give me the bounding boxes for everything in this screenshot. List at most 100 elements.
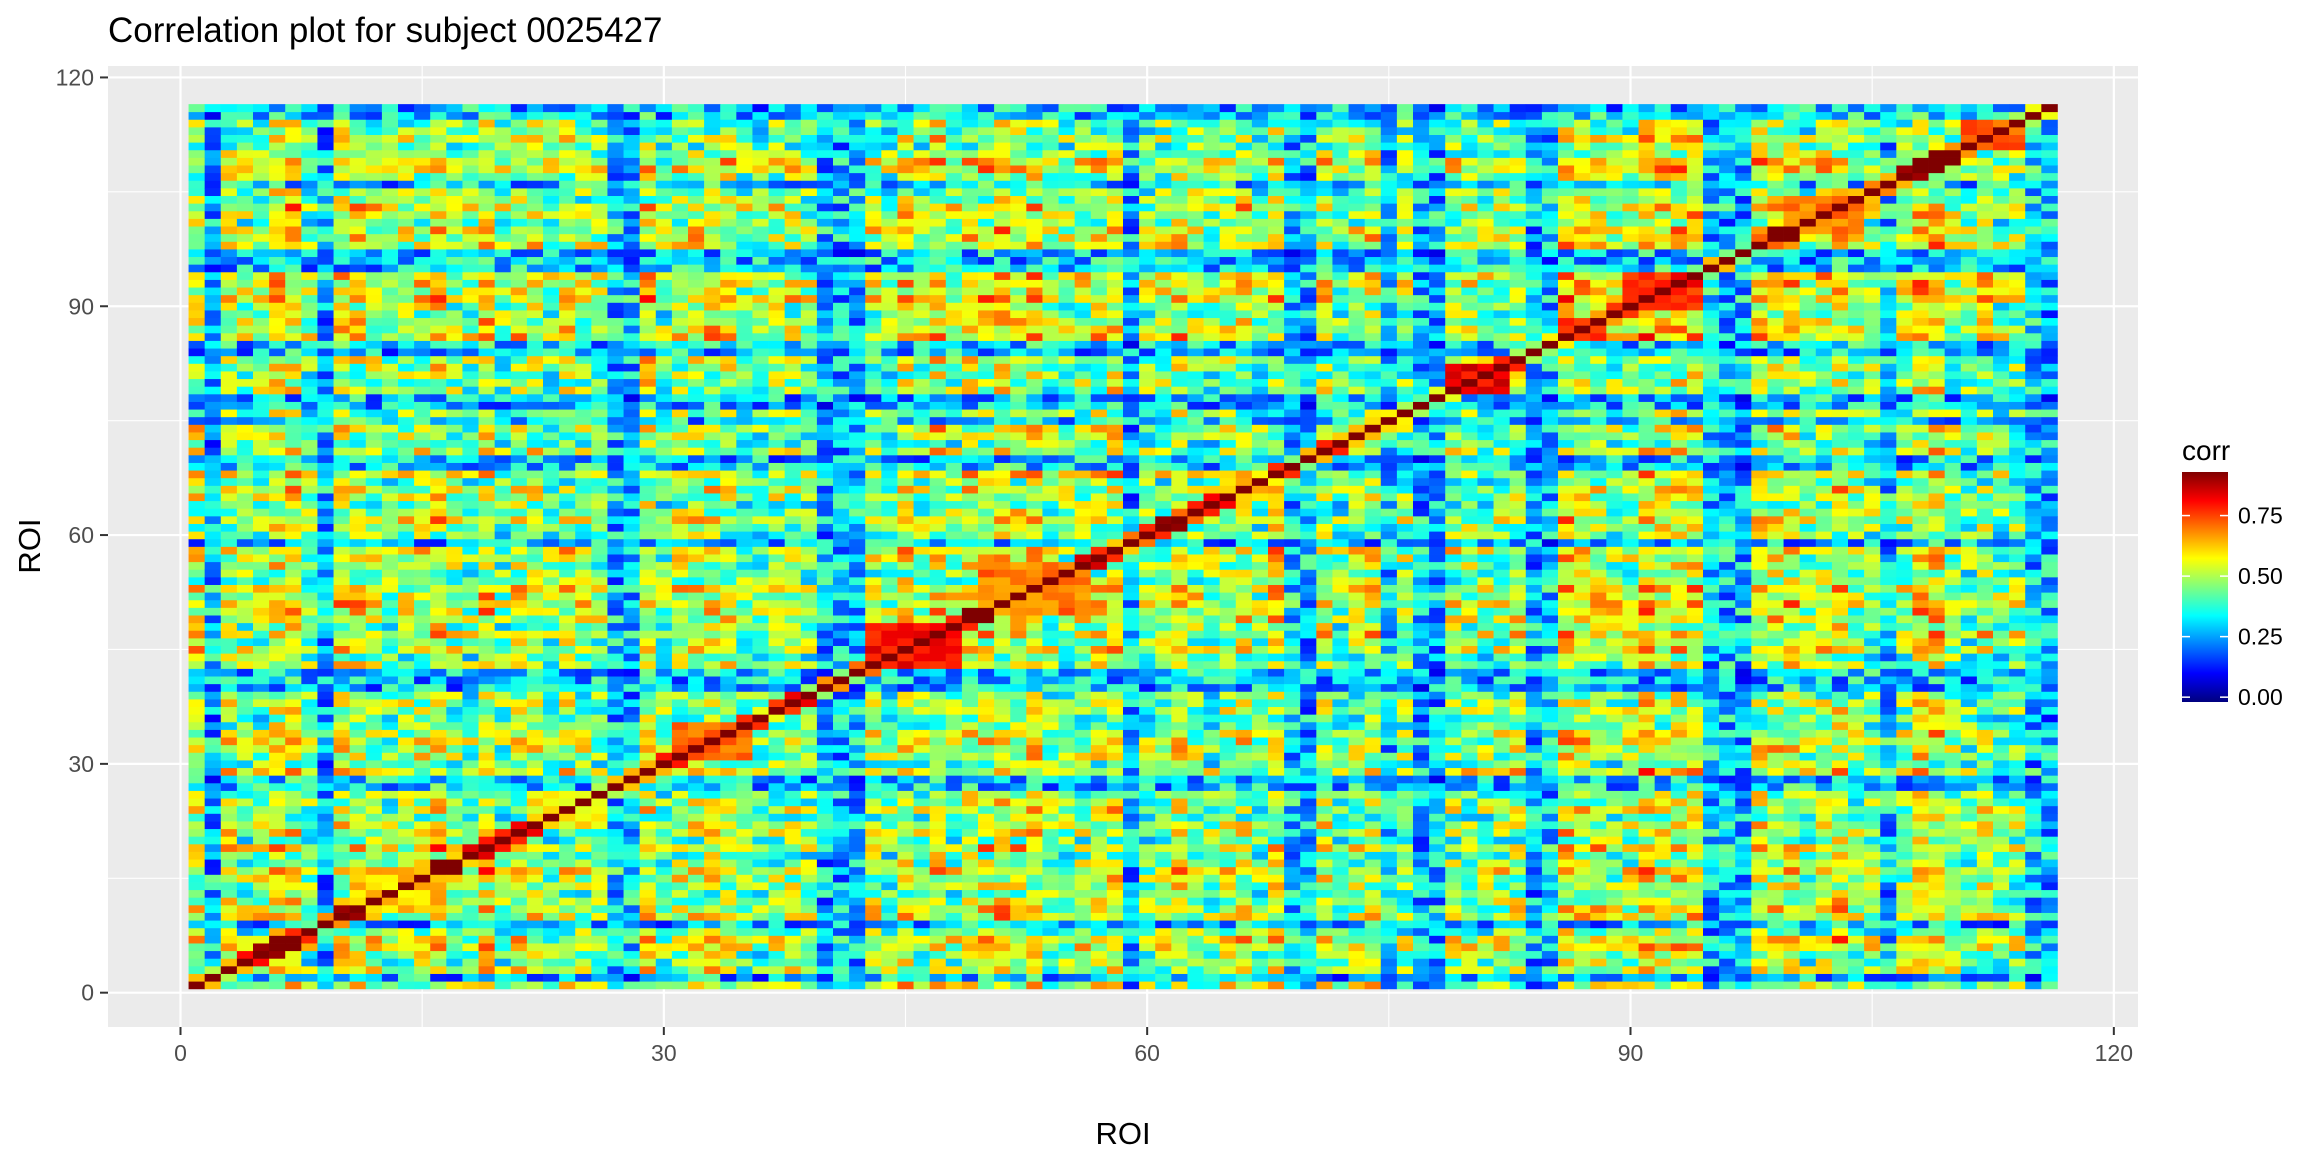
heatmap-cell [688,645,705,654]
heatmap-cell [816,279,834,288]
heatmap-cell [188,470,206,479]
heatmap-cell [510,638,528,646]
heatmap-cell [607,668,624,677]
heatmap-cell [285,577,302,585]
heatmap-cell [381,828,399,837]
heatmap-cell [430,386,447,395]
heatmap-cell [833,203,850,212]
heatmap-cell [575,363,592,372]
heatmap-cell [365,515,383,524]
heatmap-cell [865,241,882,250]
heatmap-cell [591,310,608,319]
heatmap-cell [800,729,818,738]
heatmap-cell [365,180,383,189]
heatmap-cell [478,393,496,402]
heatmap-cell [720,294,737,303]
heatmap-cell [430,767,447,776]
heatmap-cell [333,813,351,822]
heatmap-cell [414,577,431,585]
heatmap-cell [543,821,560,830]
heatmap-cell [333,477,351,486]
heatmap-cell [655,294,673,303]
heatmap-cell [736,683,753,692]
heatmap-cell [188,355,206,364]
heatmap-cell [784,874,802,883]
heatmap-cell [526,584,544,593]
heatmap-cell [269,378,286,387]
heatmap-cell [381,348,399,357]
heatmap-cell [188,805,206,814]
heatmap-cell [639,836,657,845]
heatmap-cell [462,798,479,807]
heatmap-cell [381,218,399,227]
heatmap-cell [510,302,528,311]
heatmap-cell [220,310,238,319]
heatmap-cell [671,378,689,387]
heatmap-cell [478,912,496,921]
heatmap-cell [188,271,206,280]
heatmap-cell [559,981,576,990]
heatmap-cell [704,210,721,219]
heatmap-cell [365,470,383,479]
heatmap-cell [671,546,689,555]
heatmap-cell [833,188,850,197]
heatmap-cell [865,714,882,723]
heatmap-cell [784,332,802,341]
heatmap-cell [575,165,592,174]
heatmap-cell [430,660,447,669]
heatmap-cell [236,401,254,410]
heatmap-cell [510,676,528,685]
heatmap-cell [655,134,673,143]
heatmap-cell [704,592,721,601]
heatmap-cell [833,195,850,204]
heatmap-cell [575,340,592,349]
heatmap-cell [865,332,882,341]
heatmap-cell [333,973,351,982]
heatmap-cell [526,554,544,563]
heatmap-cell [623,386,641,395]
heatmap-cell [752,119,769,128]
heatmap-cell [623,371,641,380]
heatmap-cell [559,340,576,349]
heatmap-cell [269,683,286,692]
heatmap-cell [833,828,850,837]
heatmap-cell [462,592,479,601]
heatmap-cell [253,325,270,334]
heatmap-cell [575,653,592,662]
heatmap-cell [414,447,431,456]
heatmap-cell [462,134,479,143]
heatmap-cell [269,935,286,944]
heatmap-cell [446,645,463,654]
heatmap-cell [220,653,238,662]
heatmap-cell [720,188,737,197]
heatmap-cell [816,912,834,921]
heatmap-cell [285,935,302,944]
heatmap-cell [655,813,673,822]
heatmap-cell [784,264,802,273]
heatmap-cell [559,843,576,852]
heatmap-cell [526,302,544,311]
heatmap-cell [559,195,576,204]
heatmap-cell [333,760,351,769]
heatmap-cell [414,546,431,555]
heatmap-cell [816,706,834,715]
heatmap-cell [510,599,528,608]
heatmap-cell [784,592,802,601]
heatmap-cell [833,760,850,769]
heatmap-cell [768,767,786,776]
heatmap-cell [784,920,802,929]
heatmap-cell [575,584,592,593]
heatmap-cell [462,302,479,311]
heatmap-cell [671,813,689,822]
heatmap-cell [591,668,608,677]
heatmap-cell [365,523,383,532]
heatmap-cell [398,630,415,639]
heatmap-cell [446,714,463,723]
heatmap-cell [253,577,270,585]
heatmap-cell [784,302,802,311]
heatmap-cell [800,561,818,570]
heatmap-cell [446,721,463,730]
heatmap-cell [704,554,721,563]
heatmap-cell [381,188,399,197]
heatmap-cell [526,638,544,646]
